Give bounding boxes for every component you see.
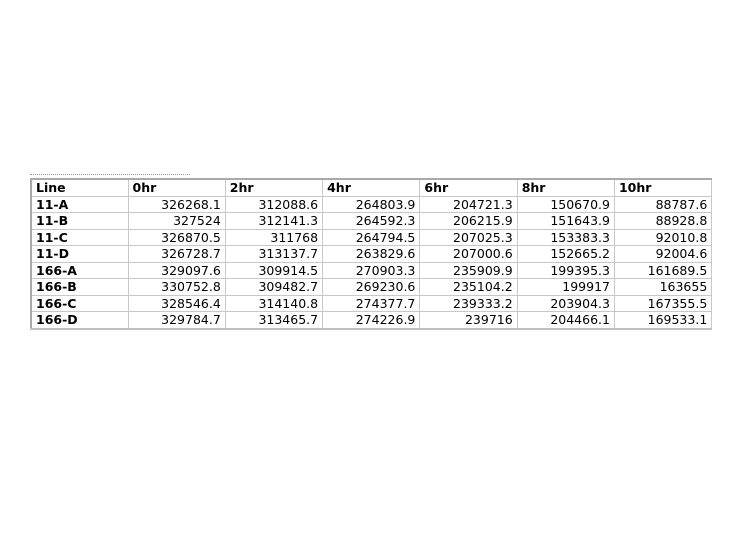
table-cell: 204721.3 [419,195,518,213]
header-cell-6hr: 6hr [419,178,518,197]
table-cell: 88787.6 [613,195,713,213]
spreadsheet-region: Line 0hr 2hr 4hr 6hr 8hr 10hr 11-A 32626… [30,174,713,330]
table-cell: 309914.5 [224,261,324,279]
table-cell: 169533.1 [613,311,713,330]
table-cell: 309482.7 [224,278,324,296]
table-cell: 270903.3 [322,261,421,279]
table-cell: 274226.9 [322,311,421,330]
row-label: 166-D [30,311,129,330]
header-cell-8hr: 8hr [516,178,615,197]
table-cell: 153383.3 [516,228,615,246]
table-cell: 330752.8 [127,278,226,296]
row-label: 11-B [30,212,129,230]
table-cell: 327524 [127,212,226,230]
table-cell: 163655 [613,278,713,296]
table-cell: 264592.3 [322,212,421,230]
table-cell: 161689.5 [613,261,713,279]
table-cell: 207000.6 [419,245,518,263]
table-cell: 204466.1 [516,311,615,330]
table-cell: 264794.5 [322,228,421,246]
header-cell-2hr: 2hr [224,178,324,197]
table-cell: 150670.9 [516,195,615,213]
table-row: 11-C 326870.5 311768 264794.5 207025.3 1… [30,228,713,246]
header-cell-0hr: 0hr [127,178,226,197]
table-row: 166-D 329784.7 313465.7 274226.9 239716 … [30,311,713,330]
table-row: 11-B 327524 312141.3 264592.3 206215.9 1… [30,212,713,230]
row-label: 11-C [30,228,129,246]
header-cell-10hr: 10hr [613,178,713,197]
cropped-row-edge [30,174,190,178]
data-table: Line 0hr 2hr 4hr 6hr 8hr 10hr 11-A 32626… [30,178,713,330]
table-cell: 311768 [224,228,324,246]
table-cell: 92010.8 [613,228,713,246]
row-label: 166-B [30,278,129,296]
table-cell: 312141.3 [224,212,324,230]
table-cell: 239716 [419,311,518,330]
table-cell: 239333.2 [419,294,518,312]
table-cell: 203904.3 [516,294,615,312]
table-cell: 328546.4 [127,294,226,312]
table-cell: 167355.5 [613,294,713,312]
table-cell: 199395.3 [516,261,615,279]
table-row: 166-C 328546.4 314140.8 274377.7 239333.… [30,294,713,312]
table-cell: 207025.3 [419,228,518,246]
table-row: 166-B 330752.8 309482.7 269230.6 235104.… [30,278,713,296]
table-row: 11-A 326268.1 312088.6 264803.9 204721.3… [30,195,713,213]
table-cell: 235909.9 [419,261,518,279]
header-cell-line: Line [30,178,129,197]
table-cell: 326268.1 [127,195,226,213]
table-cell: 313137.7 [224,245,324,263]
table-cell: 326728.7 [127,245,226,263]
table-cell: 199917 [516,278,615,296]
table-row: 11-D 326728.7 313137.7 263829.6 207000.6… [30,245,713,263]
row-label: 166-C [30,294,129,312]
table-cell: 314140.8 [224,294,324,312]
table-cell: 151643.9 [516,212,615,230]
header-row: Line 0hr 2hr 4hr 6hr 8hr 10hr [30,178,713,197]
row-label: 11-D [30,245,129,263]
table-cell: 206215.9 [419,212,518,230]
row-label: 166-A [30,261,129,279]
table-cell: 269230.6 [322,278,421,296]
table-cell: 326870.5 [127,228,226,246]
table-cell: 264803.9 [322,195,421,213]
table-cell: 92004.6 [613,245,713,263]
table-row: 166-A 329097.6 309914.5 270903.3 235909.… [30,261,713,279]
table-cell: 152665.2 [516,245,615,263]
table-cell: 313465.7 [224,311,324,330]
table-cell: 312088.6 [224,195,324,213]
table-cell: 329784.7 [127,311,226,330]
table-cell: 329097.6 [127,261,226,279]
table-cell: 274377.7 [322,294,421,312]
table-cell: 235104.2 [419,278,518,296]
table-cell: 263829.6 [322,245,421,263]
row-label: 11-A [30,195,129,213]
table-cell: 88928.8 [613,212,713,230]
header-cell-4hr: 4hr [322,178,421,197]
